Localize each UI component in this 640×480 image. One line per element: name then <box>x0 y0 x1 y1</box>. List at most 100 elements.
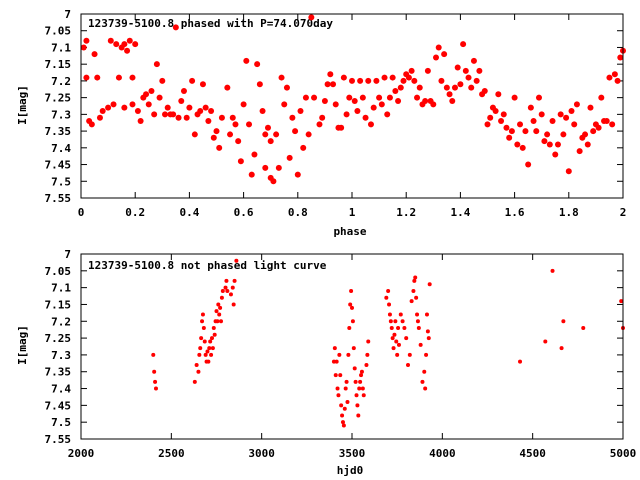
phased-chart-data-point <box>178 97 185 104</box>
unphased-chart-data-point <box>387 312 392 317</box>
phased-chart-data-point <box>332 101 339 108</box>
unphased-chart-data-point <box>201 326 206 330</box>
phased-chart-data-point <box>134 108 141 115</box>
unphased-chart-data-point <box>366 339 371 344</box>
phased-chart-data-point <box>370 104 377 111</box>
unphased-chart-data-point <box>420 379 425 384</box>
phased-chart-data-point <box>435 44 442 51</box>
phased-chart-data-point <box>94 74 101 81</box>
phased-chart-y-tick-label: 7.05 <box>45 25 72 38</box>
phased-chart-data-point <box>433 54 440 61</box>
unphased-chart-data-point <box>402 326 407 330</box>
phased-chart-data-point <box>235 138 242 145</box>
unphased-chart-y-tick-label: 7.35 <box>45 366 72 379</box>
phased-chart-data-point <box>503 124 510 131</box>
unphased-chart-data-point <box>418 342 423 347</box>
phased-chart-x-tick-label: 1.2 <box>396 206 416 219</box>
unphased-chart-data-point <box>398 312 403 317</box>
phased-chart-data-point <box>590 128 597 135</box>
phased-chart-data-point <box>153 61 160 68</box>
phased-chart-data-point <box>199 81 206 88</box>
phased-chart: 123739-5100.8 phased with P=74.070day 77… <box>16 8 626 238</box>
phased-chart-data-point <box>327 71 334 78</box>
unphased-chart-data-point <box>424 352 429 357</box>
unphased-chart-data-point <box>346 352 351 357</box>
unphased-chart-data-point <box>389 326 394 330</box>
unphased-chart-data-point <box>426 336 431 341</box>
phased-chart-data-point <box>519 144 526 151</box>
phased-chart-data-point <box>511 94 518 101</box>
unphased-chart-data-point <box>205 349 210 354</box>
unphased-chart-y-label: I[mag] <box>16 325 29 365</box>
unphased-chart-x-tick-label: 2000 <box>68 447 95 460</box>
unphased-chart-data-point <box>386 289 391 293</box>
unphased-chart-data-point <box>338 373 343 378</box>
unphased-chart-data-point <box>409 299 414 304</box>
phased-chart-data-point <box>598 94 605 101</box>
unphased-chart-data-point <box>559 346 564 351</box>
phased-chart-data-point <box>208 108 215 115</box>
phased-chart-data-point <box>180 87 187 94</box>
phased-chart-data-point <box>576 148 583 155</box>
phased-chart-x-tick-label: 0 <box>78 206 85 219</box>
unphased-chart-data-point <box>208 339 213 344</box>
phased-chart-data-point <box>281 101 288 108</box>
phased-chart-data-point <box>351 97 358 104</box>
phased-chart-data-point <box>582 131 589 138</box>
phased-chart-y-tick-label: 7.2 <box>51 75 71 88</box>
unphased-chart-title: 123739-5100.8 not phased light curve <box>88 259 327 272</box>
phased-chart-data-point <box>294 171 301 178</box>
unphased-chart-data-point <box>581 326 586 330</box>
unphased-chart-data-point <box>425 329 430 334</box>
phased-chart-data-point <box>424 67 431 74</box>
phased-chart-data-point <box>349 77 355 84</box>
phased-chart-data-point <box>397 84 404 91</box>
phased-chart-data-point <box>99 108 106 115</box>
phased-chart-data-point <box>110 101 117 108</box>
unphased-chart-data-point <box>424 312 429 317</box>
phased-chart-data-point <box>275 164 282 171</box>
phased-chart-x-tick-label: 0.6 <box>234 206 254 219</box>
phased-chart-y-tick-label: 7.55 <box>45 192 72 205</box>
unphased-chart-data-point <box>224 278 229 283</box>
phased-chart-title: 123739-5100.8 phased with P=74.070day <box>88 17 333 30</box>
phased-chart-data-point <box>162 111 169 118</box>
phased-chart-data-point <box>506 134 513 141</box>
phased-chart-data-point <box>121 41 128 48</box>
unphased-chart-y-tick-label: 7.5 <box>51 416 71 429</box>
phased-chart-data-point <box>462 67 469 74</box>
phased-chart-data-point <box>508 128 515 135</box>
phased-chart-data-point <box>400 77 407 84</box>
unphased-chart-data-point <box>351 346 356 351</box>
unphased-chart-data-point <box>415 312 420 317</box>
unphased-chart-data-point <box>335 386 340 391</box>
phased-chart-data-point <box>308 14 315 21</box>
phased-chart-data-point <box>473 77 480 84</box>
unphased-chart-data-point <box>343 386 348 391</box>
unphased-chart-x-tick-label: 5000 <box>610 447 637 460</box>
unphased-chart-data-point <box>394 339 399 344</box>
phased-chart-data-point <box>603 118 610 125</box>
phased-chart-data-point <box>381 74 388 81</box>
unphased-chart-data-point <box>219 295 224 300</box>
phased-chart-data-point <box>438 77 445 84</box>
phased-chart-data-point <box>302 94 309 101</box>
phased-chart-data-point <box>343 111 350 118</box>
unphased-chart-data-point <box>209 336 214 341</box>
phased-chart-y-label: I[mag] <box>16 85 29 125</box>
unphased-chart-data-point <box>395 352 400 357</box>
phased-chart-data-point <box>346 94 353 101</box>
phased-chart-data-point <box>557 111 564 118</box>
phased-chart-data-point <box>498 118 505 125</box>
unphased-chart-data-point <box>219 319 224 324</box>
unphased-chart-data-point <box>413 275 418 280</box>
unphased-chart-data-point <box>365 352 370 357</box>
phased-chart-data-point <box>191 131 198 138</box>
unphased-chart-data-point <box>197 352 202 357</box>
unphased-chart-data-point <box>361 393 366 398</box>
phased-chart-data-point <box>422 97 429 104</box>
phased-chart-y-tick-label: 7.25 <box>45 92 72 105</box>
unphased-chart-data-point <box>352 366 357 371</box>
phased-chart-data-point <box>405 74 412 81</box>
